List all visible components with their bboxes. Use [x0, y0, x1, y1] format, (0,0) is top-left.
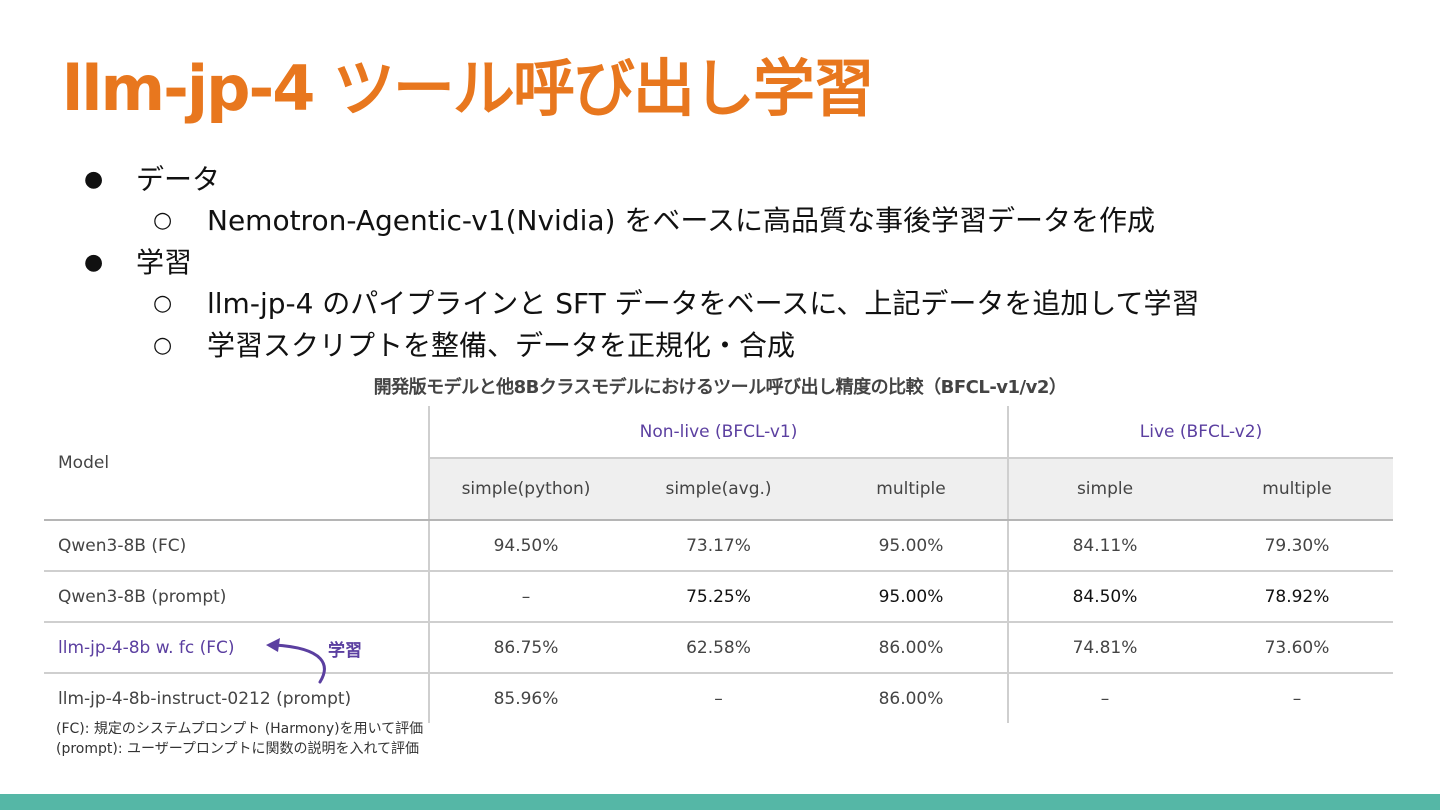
annotation-label: 学習 — [328, 641, 362, 661]
bullet-dot-icon: ● — [84, 167, 104, 192]
footnote: (prompt): ユーザープロンプトに関数の説明を入れて評価 — [56, 741, 420, 757]
bullet-circle-icon: ○ — [153, 333, 173, 358]
value-cell: 78.92% — [1201, 571, 1393, 623]
sub-header: multiple — [1201, 457, 1393, 521]
value-cell: 73.17% — [622, 520, 815, 572]
bullet-item: ● 学習 — [84, 243, 193, 283]
value-cell: 73.60% — [1201, 622, 1393, 674]
bullet-text: Nemotron-Agentic-v1(Nvidia) をベースに高品質な事後学… — [207, 204, 1155, 237]
value-cell: – — [1292, 688, 1302, 709]
sub-header: multiple — [815, 457, 1008, 521]
model-name-cell-highlight: llm-jp-4-8b w. fc (FC) — [44, 622, 429, 674]
bullet-circle-icon: ○ — [153, 291, 173, 316]
value-cell: 75.25% — [622, 571, 815, 623]
table-row: Qwen3-8B (FC) 94.50% 73.17% 95.00% 84.11… — [44, 520, 1393, 572]
model-name-cell: llm-jp-4-8b-instruct-0212 (prompt) — [58, 688, 352, 709]
bullet-dot-icon: ● — [84, 250, 104, 275]
value-cell: 86.00% — [878, 688, 944, 709]
table-subheader-row: simple(python) simple(avg.) multiple sim… — [44, 457, 1393, 521]
value-cell: 74.81% — [1007, 622, 1201, 674]
bullet-text: データ — [136, 163, 221, 196]
footnotes: (FC): 規定のシステムプロンプト (Harmony)を用いて評価 (prom… — [56, 719, 423, 759]
value-cell: 84.11% — [1007, 520, 1201, 572]
value-cell: 84.50% — [1007, 571, 1201, 623]
footer-bar — [0, 794, 1440, 810]
value-cell: – — [1007, 673, 1201, 723]
table-row: llm-jp-4-8b-instruct-0212 (prompt) 85.96… — [44, 673, 1393, 723]
results-table: Model Non-live (BFCL-v1) Live (BFCL-v2) … — [44, 406, 1393, 723]
table-row: Qwen3-8B (prompt) – 75.25% 95.00% 84.50%… — [44, 571, 1393, 623]
sub-bullet-item: ○ Nemotron-Agentic-v1(Nvidia) をベースに高品質な事… — [153, 201, 1155, 241]
table-caption: 開発版モデルと他8Bクラスモデルにおけるツール呼び出し精度の比較（BFCL-v1… — [373, 377, 1067, 398]
sub-header: simple(python) — [428, 457, 622, 521]
value-cell: 95.00% — [815, 571, 1008, 623]
value-cell: 86.75% — [428, 622, 622, 674]
bullet-text: 学習 — [136, 246, 193, 279]
curved-arrow-icon — [266, 638, 326, 684]
sub-bullet-item: ○ llm-jp-4 のパイプラインと SFT データをベースに、上記データを追… — [153, 284, 1200, 324]
value-cell: 85.96% — [428, 673, 622, 723]
group-header-live: Live (BFCL-v2) — [1007, 406, 1393, 458]
bullet-circle-icon: ○ — [153, 208, 173, 233]
bullet-text: llm-jp-4 のパイプラインと SFT データをベースに、上記データを追加し… — [207, 287, 1200, 320]
value-cell: – — [714, 688, 723, 709]
slide-title: llm-jp-4 ツール呼び出し学習 — [62, 52, 875, 125]
footnote: (FC): 規定のシステムプロンプト (Harmony)を用いて評価 — [56, 721, 424, 737]
value-cell: 86.00% — [815, 622, 1008, 674]
bullet-item: ● データ — [84, 160, 221, 200]
sub-bullet-item: ○ 学習スクリプトを整備、データを正規化・合成 — [153, 326, 796, 366]
value-cell: 95.00% — [815, 520, 1008, 572]
value-cell: – — [428, 571, 622, 623]
table-row-highlight: llm-jp-4-8b w. fc (FC) 86.75% 62.58% 86.… — [44, 622, 1393, 674]
value-cell: 94.50% — [428, 520, 622, 572]
sub-header: simple — [1007, 457, 1201, 521]
sub-header: simple(avg.) — [622, 457, 815, 521]
model-name-cell: Qwen3-8B (FC) — [44, 520, 429, 572]
bullet-text: 学習スクリプトを整備、データを正規化・合成 — [207, 329, 796, 362]
value-cell: 79.30% — [1201, 520, 1393, 572]
value-cell: 62.58% — [622, 622, 815, 674]
model-name-cell: Qwen3-8B (prompt) — [44, 571, 429, 623]
table-header-row: Model Non-live (BFCL-v1) Live (BFCL-v2) — [44, 406, 1393, 521]
model-column-header: Model — [44, 406, 429, 521]
group-header-non-live: Non-live (BFCL-v1) — [428, 406, 1008, 458]
